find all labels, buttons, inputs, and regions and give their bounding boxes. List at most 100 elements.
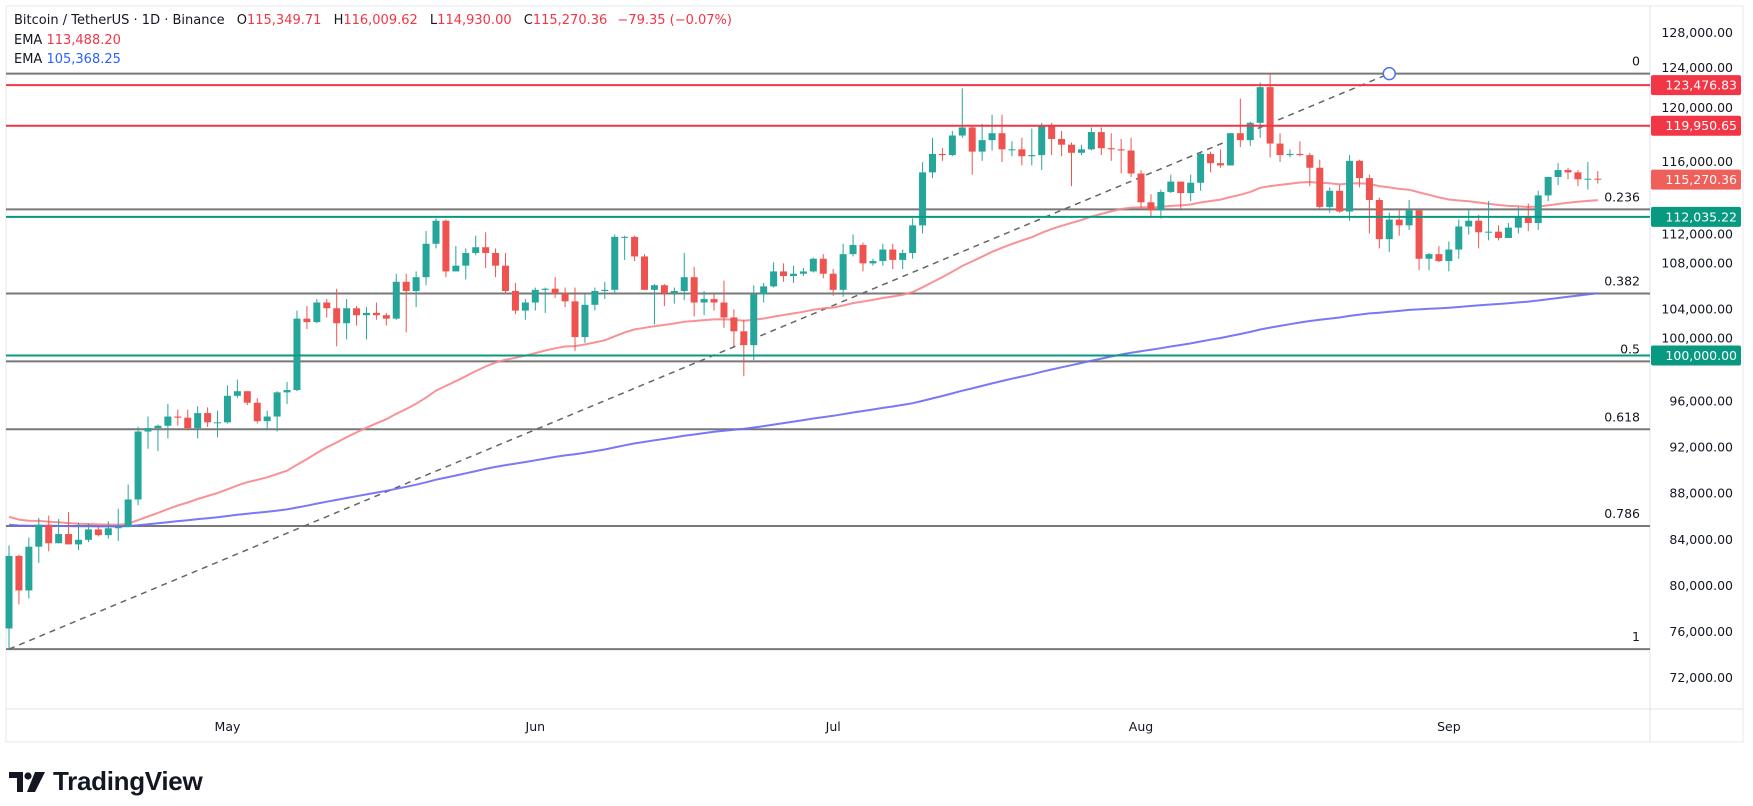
fib-anchor-handle[interactable] xyxy=(1382,66,1397,81)
candle-body xyxy=(1097,132,1105,149)
candle-body xyxy=(1534,195,1542,224)
candle-body xyxy=(720,302,728,318)
price-axis-label: 124,000.00 xyxy=(1661,60,1733,75)
candle-body xyxy=(1574,172,1582,180)
candle-down xyxy=(511,282,519,315)
ema-legend-fast[interactable]: EMA 113,488.20 xyxy=(14,33,121,49)
candle-down xyxy=(94,527,102,537)
candle-body xyxy=(1455,226,1463,250)
candle-down xyxy=(571,287,579,351)
change-value: −79.35 (−0.07%) xyxy=(617,13,732,28)
horizontal-levels[interactable] xyxy=(6,84,1650,357)
candle-up xyxy=(75,522,83,551)
candle-up xyxy=(680,252,688,301)
candle-body xyxy=(551,288,559,294)
candle-down xyxy=(372,302,380,320)
candle-up xyxy=(392,273,400,320)
support-price-tag: 100,000.00 xyxy=(1651,345,1741,366)
candle-body xyxy=(680,277,688,291)
candle-body xyxy=(829,273,837,290)
price-axis[interactable]: 128,000.00 124,000.00 120,000.00 116,000.00… xyxy=(1661,25,1733,685)
candle-body xyxy=(263,416,271,422)
fibonacci-retracement[interactable]: 0 0.236 0.382 0.5 0.618 0.786 1 xyxy=(6,54,1650,651)
candle-down xyxy=(1475,214,1483,249)
candle-body xyxy=(1594,178,1602,180)
ema-legend-slow[interactable]: EMA 105,368.25 xyxy=(14,52,121,68)
candle-up xyxy=(164,403,172,439)
candle-body xyxy=(25,546,33,591)
ema-fast-label: EMA xyxy=(14,33,43,48)
candle-down xyxy=(174,409,182,426)
candle-up xyxy=(1286,149,1294,158)
candle-body xyxy=(978,140,986,152)
candle-body xyxy=(154,425,162,429)
candle-up xyxy=(104,521,112,539)
candle-body xyxy=(561,293,569,302)
ema-fast-value: 113,488.20 xyxy=(46,33,121,48)
time-axis[interactable]: May Jun Jul Aug Sep xyxy=(215,719,1461,734)
candle-up xyxy=(670,287,678,304)
candle-body xyxy=(194,413,202,429)
symbol-title[interactable]: Bitcoin / TetherUS · 1D · Binance xyxy=(14,13,225,28)
candle-body xyxy=(1256,87,1264,123)
candle-body xyxy=(641,256,649,290)
candle-down xyxy=(740,319,748,377)
price-axis-label: 76,000.00 xyxy=(1669,624,1733,639)
candle-body xyxy=(938,153,946,156)
candle-body xyxy=(1147,202,1155,211)
candle-body xyxy=(214,422,222,424)
candle-down xyxy=(889,243,897,270)
candle-body xyxy=(1584,178,1592,180)
candle-up xyxy=(809,257,817,273)
candle-body xyxy=(1485,231,1493,233)
candle-body xyxy=(1425,254,1433,259)
candle-body xyxy=(511,291,519,311)
candle-up xyxy=(1197,152,1205,191)
candle-body xyxy=(75,539,83,545)
candle-up xyxy=(273,391,281,432)
candle-up xyxy=(948,130,956,157)
candlesticks xyxy=(5,73,1602,650)
candle-up xyxy=(154,424,162,452)
candle-body xyxy=(919,172,927,226)
candle-up xyxy=(879,243,887,266)
candle-body xyxy=(402,281,410,291)
candle-body xyxy=(114,527,122,529)
candle-body xyxy=(1316,167,1324,207)
candle-body xyxy=(531,289,539,303)
candle-body xyxy=(343,308,351,324)
candle-up xyxy=(5,545,13,650)
candle-down xyxy=(780,263,788,282)
candle-body xyxy=(382,315,390,319)
resistance-price-tag-bg xyxy=(1651,115,1741,136)
candle-down xyxy=(1266,73,1274,158)
candle-body xyxy=(94,529,102,536)
candle-up xyxy=(1514,206,1522,234)
candle-body xyxy=(928,153,936,173)
candle-up xyxy=(601,281,609,300)
candle-down xyxy=(1375,197,1383,249)
candle-up xyxy=(1455,219,1463,259)
candle-body xyxy=(1365,178,1373,201)
candle-up xyxy=(1187,174,1195,202)
candle-down xyxy=(819,254,827,279)
candle-body xyxy=(1127,150,1135,174)
candle-up xyxy=(789,265,797,283)
candle-body xyxy=(1177,181,1185,194)
candle-body xyxy=(1236,133,1244,141)
candle-up xyxy=(263,410,271,431)
candle-body xyxy=(730,317,738,332)
price-axis-label: 120,000.00 xyxy=(1661,100,1733,115)
fib-trend-line[interactable] xyxy=(8,72,1390,650)
candle-body xyxy=(1524,216,1532,224)
tradingview-logo[interactable]: TradingView xyxy=(9,766,203,797)
candle-body xyxy=(1435,254,1443,262)
candle-down xyxy=(1495,225,1502,241)
candle-body xyxy=(670,291,678,294)
candle-up xyxy=(1077,144,1085,156)
candle-body xyxy=(1216,163,1224,166)
candle-body xyxy=(571,301,579,338)
candle-up xyxy=(1087,127,1095,151)
candle-up xyxy=(1584,162,1592,190)
